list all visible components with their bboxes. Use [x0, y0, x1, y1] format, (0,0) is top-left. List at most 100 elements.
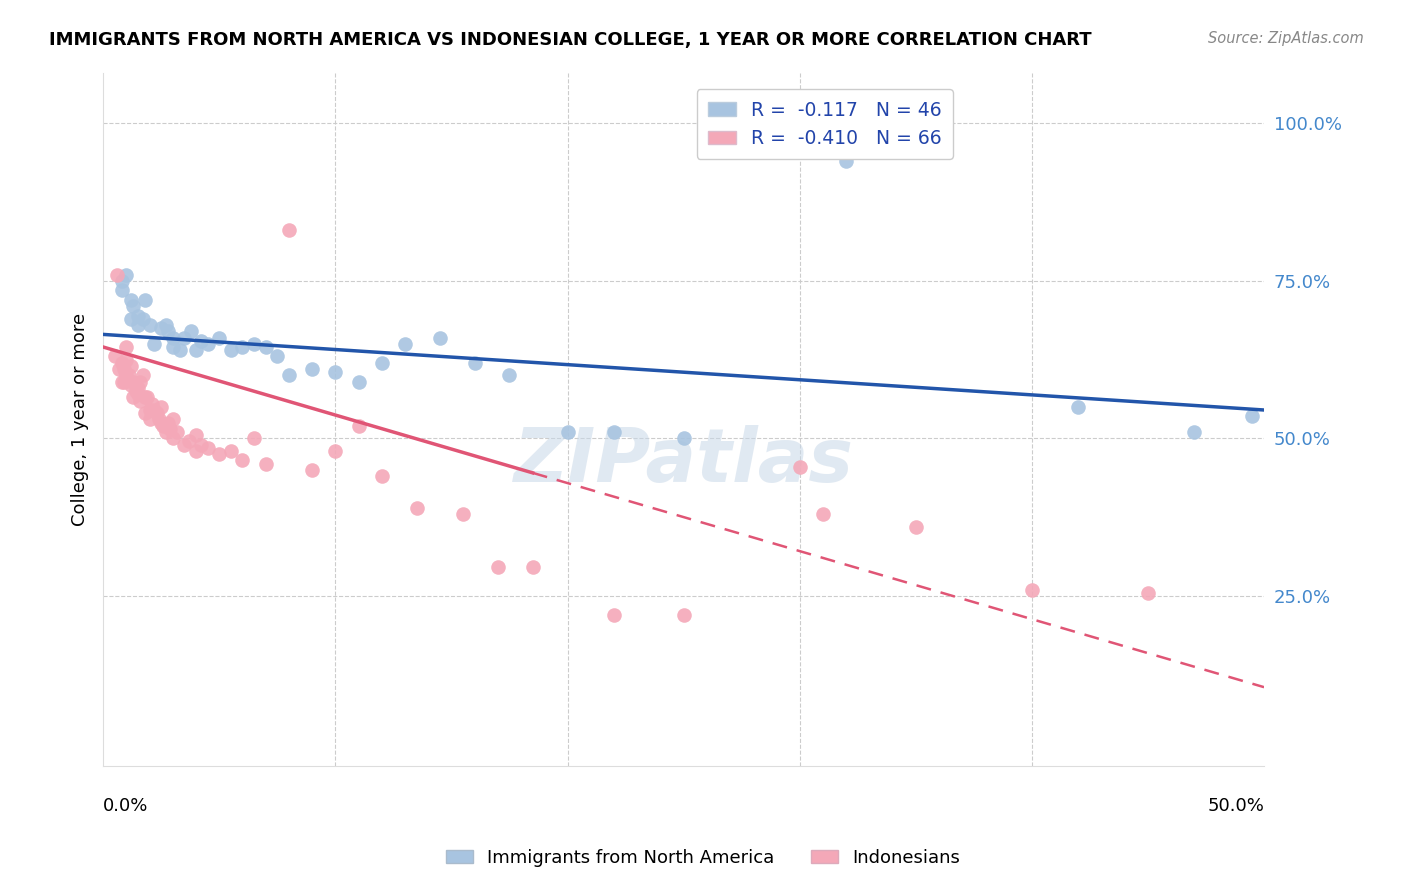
- Point: [219, 343, 242, 358]
- Point: [131, 368, 153, 383]
- Point: [557, 425, 579, 439]
- Point: [148, 412, 170, 426]
- Point: [277, 368, 299, 383]
- Point: [115, 368, 138, 383]
- Point: [429, 330, 451, 344]
- Point: [835, 154, 858, 169]
- Point: [162, 330, 184, 344]
- Point: [118, 368, 141, 383]
- Point: [162, 431, 184, 445]
- Point: [394, 336, 416, 351]
- Point: [138, 412, 160, 426]
- Text: 0.0%: 0.0%: [103, 797, 149, 815]
- Point: [169, 343, 191, 358]
- Point: [120, 359, 142, 373]
- Point: [127, 318, 149, 332]
- Legend: Immigrants from North America, Indonesians: Immigrants from North America, Indonesia…: [439, 842, 967, 874]
- Point: [254, 457, 277, 471]
- Point: [138, 318, 160, 332]
- Point: [219, 444, 242, 458]
- Point: [115, 352, 138, 367]
- Point: [190, 437, 212, 451]
- Point: [498, 368, 520, 383]
- Point: [166, 425, 188, 439]
- Point: [111, 274, 134, 288]
- Point: [173, 330, 195, 344]
- Point: [112, 375, 135, 389]
- Point: [190, 334, 212, 348]
- Point: [129, 375, 152, 389]
- Point: [1241, 409, 1264, 424]
- Point: [138, 403, 160, 417]
- Point: [347, 418, 370, 433]
- Point: [115, 268, 138, 282]
- Point: [111, 356, 134, 370]
- Point: [904, 519, 927, 533]
- Point: [162, 412, 184, 426]
- Point: [789, 459, 811, 474]
- Point: [184, 428, 207, 442]
- Point: [105, 268, 128, 282]
- Y-axis label: College, 1 year or more: College, 1 year or more: [72, 313, 89, 526]
- Point: [486, 560, 509, 574]
- Point: [243, 431, 266, 445]
- Point: [672, 607, 695, 622]
- Point: [742, 110, 765, 124]
- Point: [1067, 400, 1090, 414]
- Point: [177, 434, 200, 449]
- Point: [150, 400, 173, 414]
- Point: [266, 350, 288, 364]
- Point: [184, 444, 207, 458]
- Point: [134, 293, 156, 307]
- Text: ZIPatlas: ZIPatlas: [513, 425, 853, 498]
- Point: [150, 321, 173, 335]
- Point: [129, 393, 152, 408]
- Point: [122, 375, 145, 389]
- Point: [1021, 582, 1043, 597]
- Point: [323, 444, 346, 458]
- Point: [122, 299, 145, 313]
- Point: [150, 416, 173, 430]
- Point: [155, 318, 177, 332]
- Point: [111, 375, 134, 389]
- Point: [120, 311, 142, 326]
- Point: [451, 507, 474, 521]
- Point: [104, 350, 127, 364]
- Point: [124, 384, 146, 398]
- Point: [184, 343, 207, 358]
- Point: [323, 365, 346, 379]
- Text: IMMIGRANTS FROM NORTH AMERICA VS INDONESIAN COLLEGE, 1 YEAR OR MORE CORRELATION : IMMIGRANTS FROM NORTH AMERICA VS INDONES…: [49, 31, 1092, 49]
- Point: [301, 463, 323, 477]
- Point: [811, 507, 834, 521]
- Point: [159, 422, 181, 436]
- Point: [127, 381, 149, 395]
- Point: [603, 425, 626, 439]
- Point: [157, 416, 180, 430]
- Text: Source: ZipAtlas.com: Source: ZipAtlas.com: [1208, 31, 1364, 46]
- Point: [371, 469, 394, 483]
- Point: [134, 391, 156, 405]
- Point: [112, 362, 135, 376]
- Point: [173, 437, 195, 451]
- Point: [464, 356, 486, 370]
- Point: [120, 293, 142, 307]
- Point: [208, 447, 231, 461]
- Legend: R =  -0.117   N = 46, R =  -0.410   N = 66: R = -0.117 N = 46, R = -0.410 N = 66: [696, 89, 953, 159]
- Point: [152, 418, 174, 433]
- Point: [134, 406, 156, 420]
- Point: [120, 377, 142, 392]
- Point: [197, 441, 219, 455]
- Point: [243, 336, 266, 351]
- Point: [143, 403, 166, 417]
- Point: [1136, 585, 1159, 599]
- Point: [254, 340, 277, 354]
- Point: [1184, 425, 1206, 439]
- Point: [231, 453, 253, 467]
- Point: [122, 391, 145, 405]
- Point: [603, 607, 626, 622]
- Point: [127, 309, 149, 323]
- Point: [231, 340, 253, 354]
- Point: [301, 362, 323, 376]
- Point: [347, 375, 370, 389]
- Point: [208, 330, 231, 344]
